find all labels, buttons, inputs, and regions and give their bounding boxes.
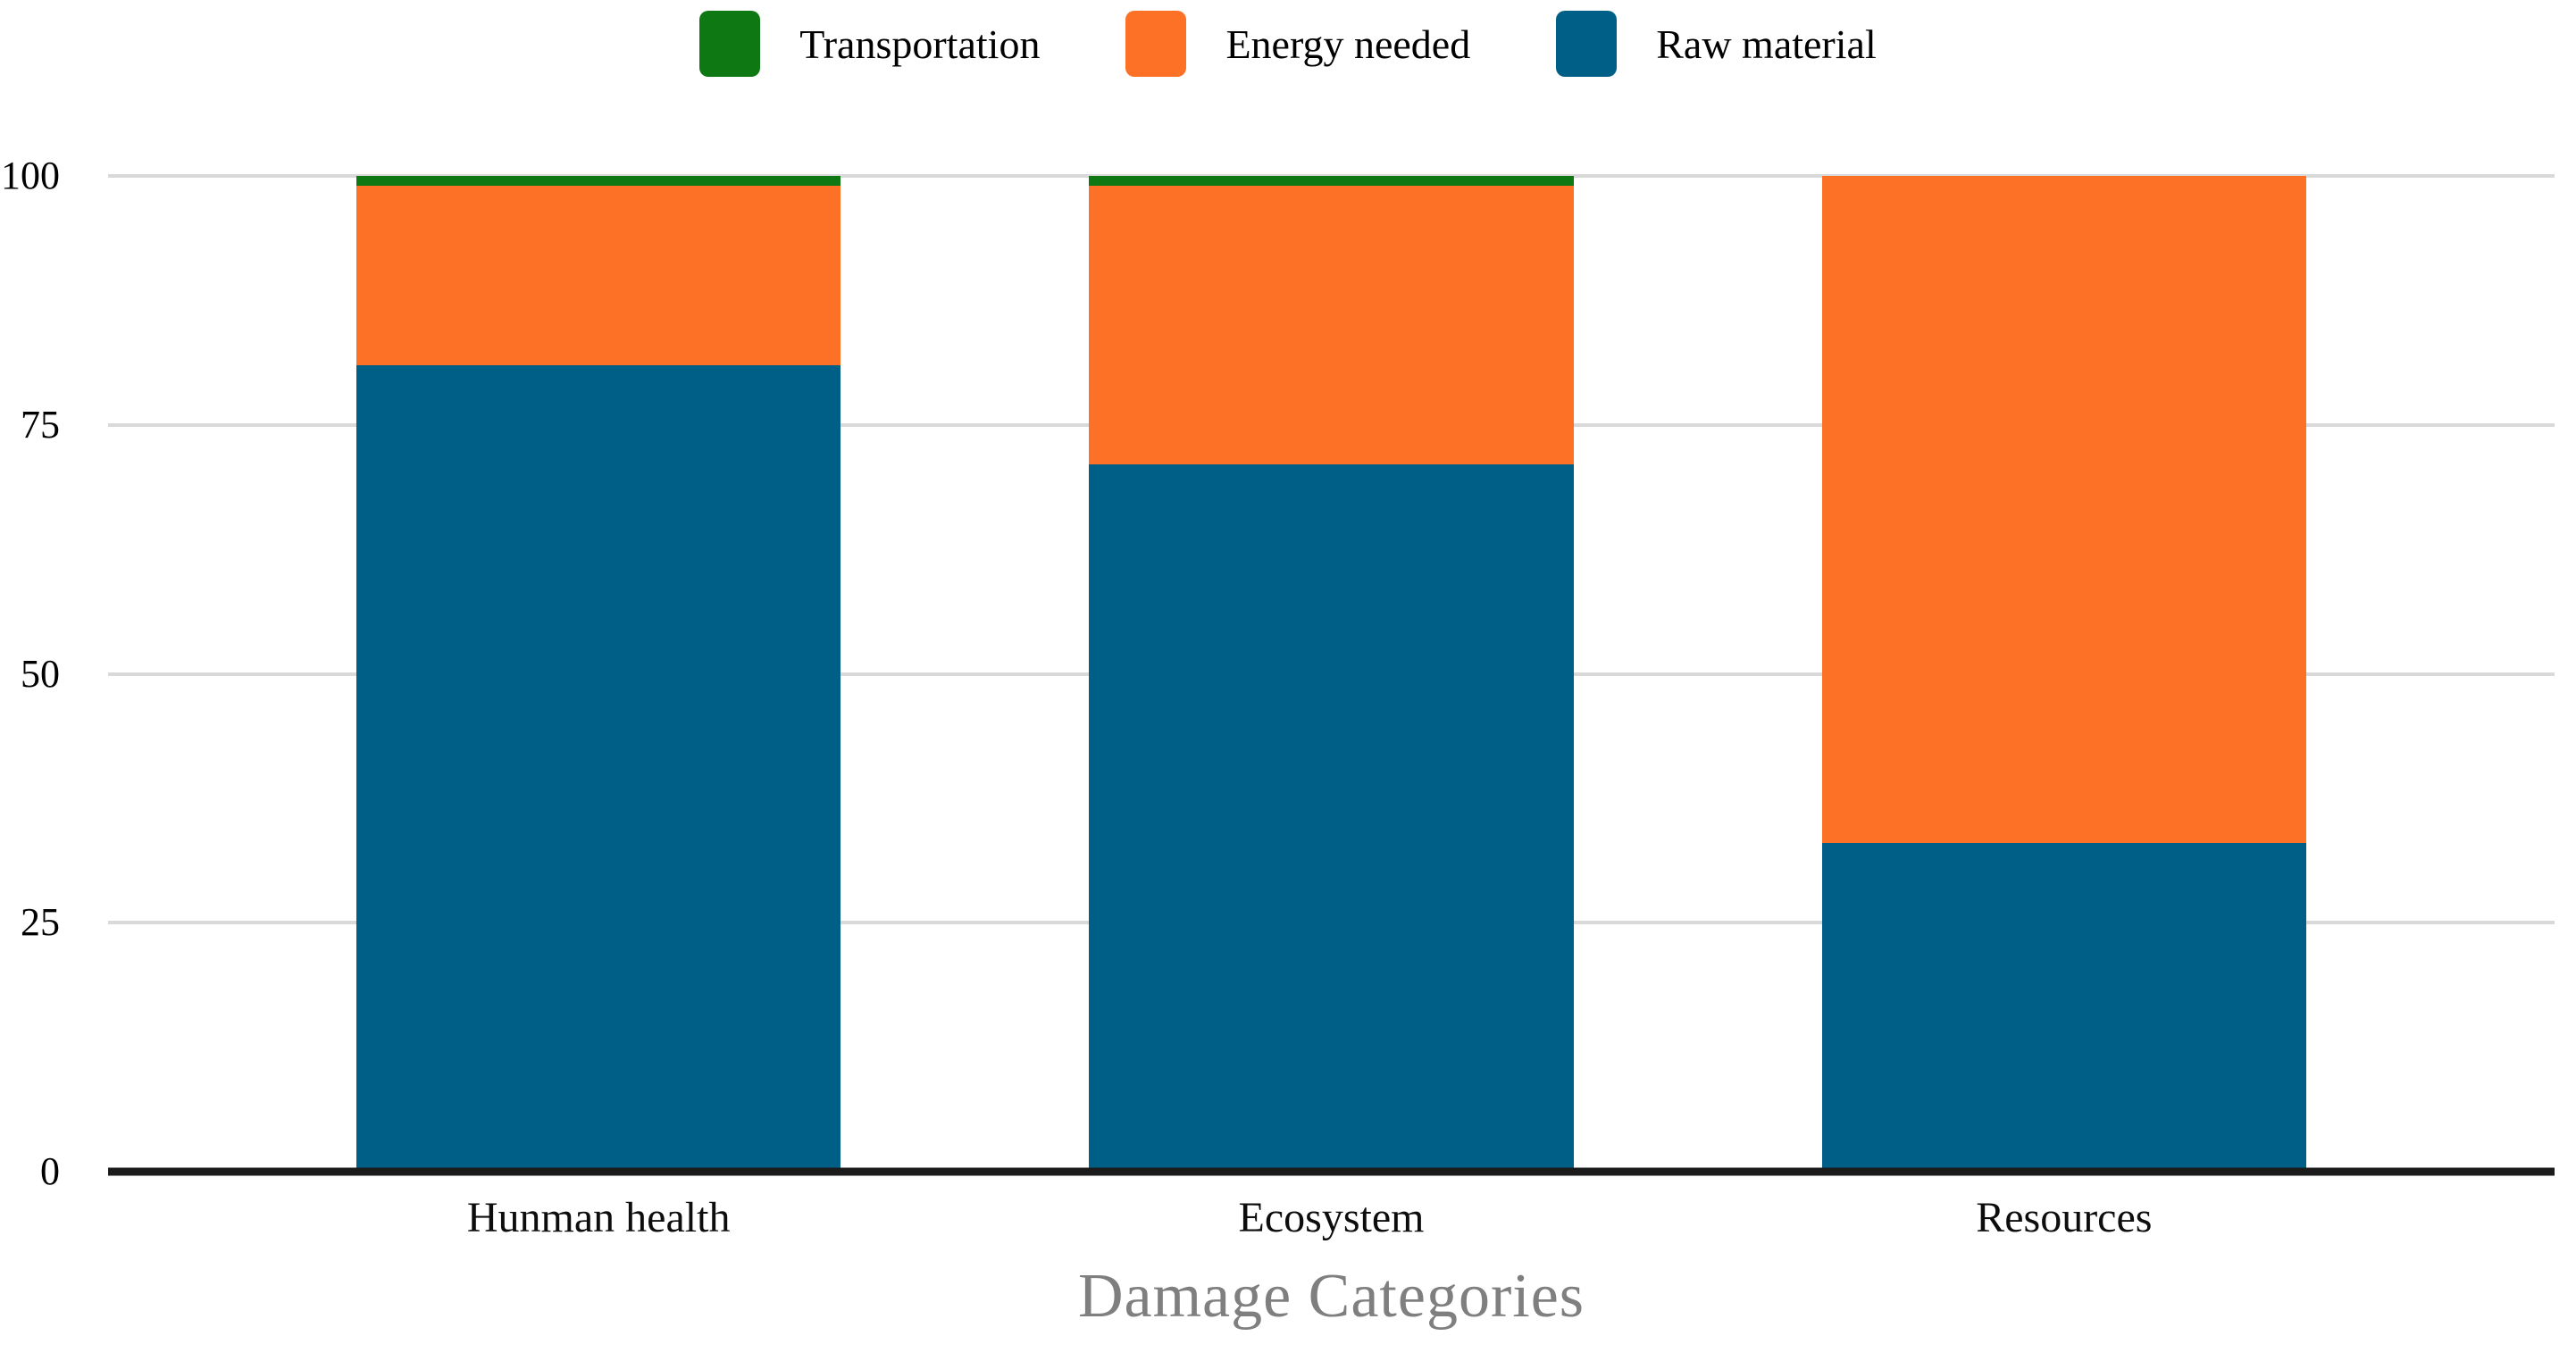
- y-tick-label: 50: [21, 651, 60, 696]
- bar-segment-energy-needed: [356, 186, 841, 365]
- bar-segment-energy-needed: [1089, 186, 1574, 465]
- bar-segment-raw-material: [1089, 464, 1574, 1172]
- plot-area: 0 25 50 75 100: [1, 156, 2555, 1191]
- x-category-label: Hunman health: [466, 1194, 731, 1241]
- legend-swatch: [699, 11, 761, 77]
- y-tick-label: 100: [1, 154, 60, 197]
- legend-swatch: [1556, 11, 1618, 77]
- y-tick-label: 75: [21, 402, 60, 447]
- bar-column-hunman-health: [356, 176, 841, 1172]
- bar-column-ecosystem: [1089, 176, 1574, 1172]
- bar-segment-transportation: [1089, 176, 1574, 187]
- x-axis-title: Damage Categories: [1077, 1262, 1585, 1331]
- x-axis-line: [108, 1167, 2555, 1176]
- bar-segment-transportation: [356, 176, 841, 187]
- bar-segment-energy-needed: [1821, 176, 2306, 844]
- bar-column-resources: [1821, 176, 2306, 1172]
- y-tick-label: 25: [21, 900, 60, 945]
- x-category-label: Ecosystem: [1238, 1194, 1425, 1241]
- legend-swatch: [1125, 11, 1187, 77]
- legend-label: Energy needed: [1225, 21, 1471, 67]
- legend-item: Transportation: [699, 11, 1040, 77]
- gridline: [108, 174, 2555, 178]
- legend: Transportation Energy needed Raw material: [0, 11, 2576, 77]
- bar-segment-raw-material: [356, 364, 841, 1172]
- x-category-label: Resources: [1976, 1194, 2153, 1241]
- bar-segment-raw-material: [1821, 843, 2306, 1172]
- legend-item: Energy needed: [1125, 11, 1470, 77]
- bars-layer: [108, 176, 2555, 1172]
- legend-label: Transportation: [799, 21, 1041, 67]
- x-axis-labels: Hunman health Ecosystem Resources: [108, 1193, 2555, 1242]
- y-tick-label: 0: [40, 1149, 60, 1193]
- legend-item: Raw material: [1556, 11, 1877, 77]
- legend-label: Raw material: [1656, 21, 1877, 67]
